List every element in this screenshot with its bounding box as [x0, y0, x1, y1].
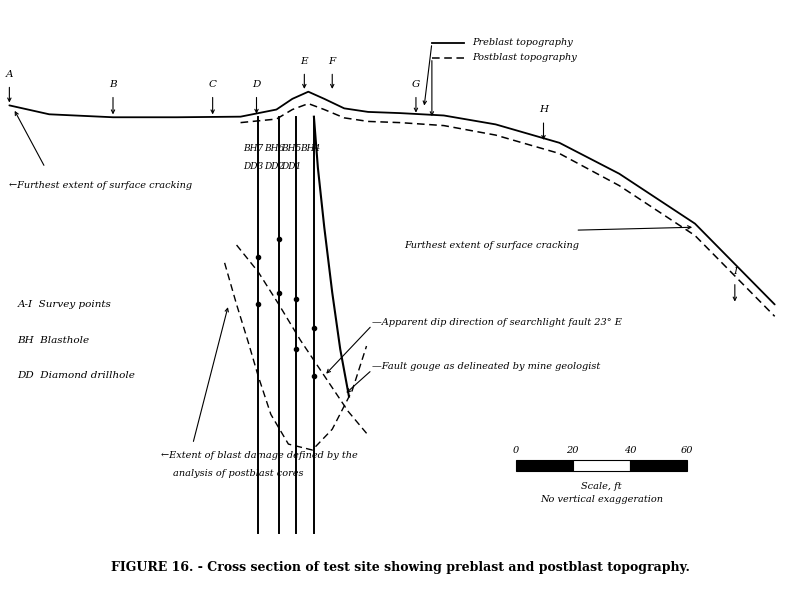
Text: D: D [252, 80, 261, 89]
Text: 40: 40 [624, 447, 636, 456]
Text: E: E [301, 57, 308, 66]
Bar [573, 460, 630, 471]
Text: FIGURE 16. - Cross section of test site showing preblast and postblast topograph: FIGURE 16. - Cross section of test site … [110, 561, 690, 574]
Text: Scale, ft: Scale, ft [581, 482, 622, 491]
Text: No vertical exaggeration: No vertical exaggeration [540, 494, 662, 504]
Text: G: G [412, 80, 420, 89]
Text: analysis of postblast cores: analysis of postblast cores [173, 469, 303, 478]
Text: I: I [733, 267, 737, 276]
Text: DD3: DD3 [243, 162, 263, 171]
Text: Furthest extent of surface cracking: Furthest extent of surface cracking [404, 241, 579, 250]
Text: BH5: BH5 [282, 144, 302, 153]
Text: H: H [539, 105, 548, 114]
Text: BH7: BH7 [243, 144, 263, 153]
Text: B: B [109, 80, 117, 89]
Text: Postblast topography: Postblast topography [472, 53, 577, 62]
Bar [515, 460, 573, 471]
Text: DD2: DD2 [264, 162, 284, 171]
Text: 20: 20 [566, 447, 579, 456]
Text: ←Extent of blast damage defined by the: ←Extent of blast damage defined by the [161, 451, 358, 460]
Text: DD  Diamond drillhole: DD Diamond drillhole [18, 371, 135, 380]
Text: ←Furthest extent of surface cracking: ←Furthest extent of surface cracking [10, 181, 193, 190]
Bar [630, 460, 687, 471]
Text: BH6: BH6 [264, 144, 284, 153]
Text: 0: 0 [513, 447, 518, 456]
Text: BH  Blasthole: BH Blasthole [18, 336, 90, 344]
Text: F: F [329, 57, 336, 66]
Text: DD1: DD1 [282, 162, 302, 171]
Text: A: A [6, 70, 13, 79]
Text: A-I  Survey points: A-I Survey points [18, 300, 111, 309]
Text: Preblast topography: Preblast topography [472, 38, 573, 48]
Text: BH4: BH4 [301, 144, 321, 153]
Text: —Apparent dip direction of searchlight fault 23° E: —Apparent dip direction of searchlight f… [372, 318, 622, 327]
Text: —Fault gouge as delineated by mine geologist: —Fault gouge as delineated by mine geolo… [372, 362, 600, 371]
Text: C: C [209, 80, 217, 89]
Text: 60: 60 [681, 447, 694, 456]
